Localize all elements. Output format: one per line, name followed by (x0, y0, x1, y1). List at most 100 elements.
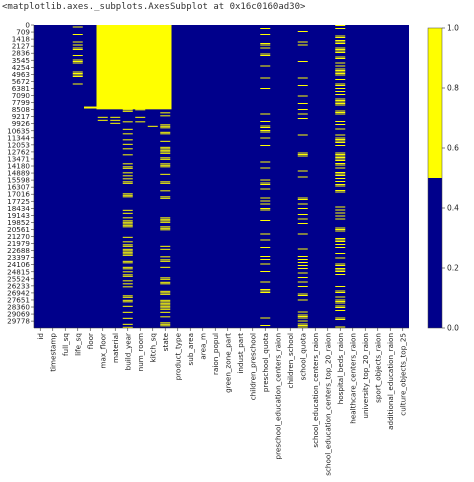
missing-line-build_year (122, 254, 133, 256)
y-tick-label: 709 (16, 28, 30, 37)
missing-line-hospital_beds_raion (335, 209, 346, 211)
missing-line-build_year (122, 212, 133, 214)
y-tick-label: 1418 (12, 35, 31, 44)
missing-line-preschool_quota (260, 292, 271, 293)
missing-line-life_sq (72, 49, 83, 50)
missing-line-build_year (122, 166, 133, 168)
missing-line-school_quota (297, 272, 308, 274)
missing-line-build_year (122, 244, 133, 246)
missing-line-hospital_beds_raion (335, 307, 346, 308)
missing-line-hospital_beds_raion (335, 190, 346, 191)
missing-line-hospital_beds_raion (335, 37, 346, 38)
missing-line-life_sq (72, 74, 83, 76)
missing-line-hospital_beds_raion (335, 98, 346, 100)
missing-line-school_quota (297, 265, 308, 266)
missing-line-hospital_beds_raion (335, 28, 346, 29)
missing-line-hospital_beds_raion (335, 113, 346, 115)
missing-line-preschool_quota (260, 239, 271, 241)
missing-line-build_year (122, 109, 133, 111)
missing-line-preschool_quota (260, 127, 271, 128)
missing-line-life_sq (72, 26, 83, 28)
missing-line-hospital_beds_raion (335, 230, 346, 232)
missing-line-school_quota (297, 320, 308, 322)
missing-line-material (110, 116, 121, 118)
missing-line-preschool_quota (260, 130, 271, 131)
missing-line-state (160, 248, 171, 250)
missing-line-build_year (122, 167, 133, 169)
x-tick-label: floor (86, 333, 95, 349)
missing-line-hospital_beds_raion (335, 35, 346, 37)
missing-line-preschool_quota (260, 325, 271, 326)
missing-line-build_year (122, 311, 133, 313)
y-tick-label: 19852 (7, 218, 30, 227)
missing-line-preschool_quota (260, 220, 271, 221)
missing-line-state (160, 125, 171, 127)
missing-line-state (160, 157, 171, 159)
missing-line-hospital_beds_raion (335, 175, 346, 176)
missing-line-state (160, 302, 171, 304)
missing-line-build_year (122, 178, 133, 180)
y-tick-label: 4254 (12, 63, 31, 72)
missing-line-school_quota (297, 259, 308, 260)
missing-line-max_floor (97, 119, 108, 121)
x-tick-label: additional_education_raion (386, 333, 395, 430)
missing-line-state (160, 149, 171, 151)
y-tick-label: 24815 (7, 267, 30, 276)
missing-line-hospital_beds_raion (335, 124, 346, 125)
missing-line-state (160, 256, 171, 258)
missing-line-state (160, 221, 171, 223)
missing-line-preschool_quota (260, 121, 271, 122)
missing-line-hospital_beds_raion (335, 218, 346, 220)
heatmap-background (34, 25, 409, 328)
missing-line-hospital_beds_raion (335, 110, 346, 112)
x-tick-label: children_school (286, 333, 295, 388)
missing-line-hospital_beds_raion (335, 121, 346, 122)
y-tick-label: 5672 (12, 77, 30, 86)
x-tick-label: green_zone_part (223, 333, 232, 393)
missing-line-hospital_beds_raion (335, 79, 346, 80)
y-tick-label: 12053 (7, 140, 30, 149)
missing-line-preschool_quota (260, 281, 271, 283)
missing-line-hospital_beds_raion (335, 184, 346, 185)
missing-line-build_year (122, 154, 133, 156)
missing-line-school_quota (297, 118, 308, 119)
missing-line-hospital_beds_raion (335, 137, 346, 139)
missing-line-hospital_beds_raion (335, 191, 346, 193)
y-tick-label: 24106 (7, 260, 30, 269)
missing-line-school_quota (297, 199, 308, 200)
missing-line-build_year (122, 283, 133, 285)
missing-line-build_year (122, 286, 133, 288)
missing-line-school_quota (297, 176, 308, 178)
missing-line-state (160, 124, 171, 126)
missing-line-hospital_beds_raion (335, 160, 346, 161)
missing-line-school_quota (297, 326, 308, 328)
missing-line-life_sq (72, 62, 83, 64)
missing-line-hospital_beds_raion (335, 103, 346, 104)
missing-line-hospital_beds_raion (335, 244, 346, 245)
missing-line-hospital_beds_raion (335, 128, 346, 130)
missing-line-hospital_beds_raion (335, 302, 346, 304)
missing-line-hospital_beds_raion (335, 73, 346, 74)
missing-line-life_sq (72, 34, 83, 35)
missing-line-hospital_beds_raion (335, 227, 346, 229)
missing-line-school_quota (297, 154, 308, 155)
y-tick-label: 25524 (7, 274, 30, 283)
missing-line-hospital_beds_raion (335, 172, 346, 173)
missing-line-preschool_quota (260, 131, 271, 133)
missing-line-hospital_beds_raion (335, 269, 346, 271)
missing-line-num_room (135, 121, 146, 123)
y-tick-label: 17016 (7, 190, 30, 199)
missing-line-hospital_beds_raion (335, 241, 346, 242)
missing-line-build_year (122, 196, 133, 198)
missing-line-hospital_beds_raion (335, 94, 346, 95)
colorbar-blue (428, 178, 442, 328)
missing-line-hospital_beds_raion (335, 68, 346, 70)
missing-line-build_year (122, 301, 133, 303)
missing-line-build_year (122, 236, 133, 238)
missing-line-state (160, 146, 171, 148)
colorbar-tick-label: 0.2 (447, 264, 459, 273)
missing-line-hospital_beds_raion (335, 100, 346, 101)
y-tick-label: 14180 (7, 162, 30, 171)
missing-line-build_year (122, 221, 133, 223)
missing-line-state (160, 133, 171, 135)
